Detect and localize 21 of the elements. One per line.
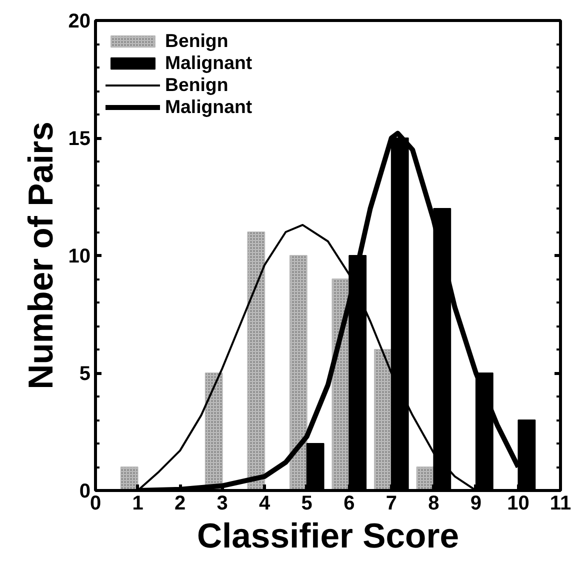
x-tick-label: 4 xyxy=(259,492,272,514)
y-tick-label: 5 xyxy=(79,363,90,385)
legend-label: Malignant xyxy=(165,96,252,118)
x-tick-label: 11 xyxy=(550,492,572,514)
x-tick-label: 7 xyxy=(386,492,397,514)
x-tick-label: 10 xyxy=(507,492,530,514)
x-tick-label: 5 xyxy=(301,492,312,514)
legend-label: Benign xyxy=(165,74,228,96)
x-tick-label: 2 xyxy=(174,492,186,514)
x-tick-label: 8 xyxy=(428,492,440,514)
x-tick-label: 1 xyxy=(132,492,144,514)
y-tick-label: 20 xyxy=(68,10,91,32)
legend-label: Benign xyxy=(165,30,228,52)
legend-label: Malignant xyxy=(165,52,252,74)
y-tick-label: 10 xyxy=(68,246,91,268)
y-axis-title: Number of Pairs xyxy=(22,122,60,390)
x-tick-label: 3 xyxy=(216,492,228,514)
y-tick-label: 15 xyxy=(68,128,91,150)
x-tick-label: 9 xyxy=(470,492,482,514)
x-axis-title: Classifier Score xyxy=(197,518,460,556)
x-tick-label: 6 xyxy=(344,492,355,514)
